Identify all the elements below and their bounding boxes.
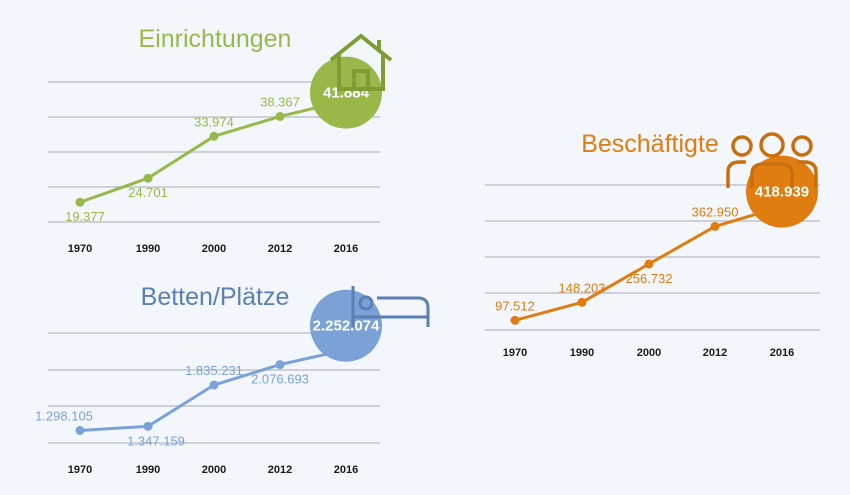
data-point <box>143 173 153 183</box>
x-tick-label: 2016 <box>334 243 358 255</box>
data-label: 2.076.693 <box>251 372 309 387</box>
x-axis-ticks: 1970 1990 2000 2012 2016 <box>503 347 794 359</box>
data-label: 1.298.105 <box>35 408 93 423</box>
chart-title-einrichtungen: Einrichtungen <box>139 25 292 53</box>
chart-beschaeftigte: Beschäftigte 97.512 148.203 256.732 362.950… <box>485 130 820 359</box>
data-label: 38.367 <box>260 94 300 109</box>
x-tick-label: 2012 <box>268 464 292 476</box>
data-point <box>644 259 654 269</box>
x-tick-label: 1990 <box>136 464 160 476</box>
data-label-highlight: 418.939 <box>755 184 809 201</box>
x-tick-label: 2000 <box>637 347 661 359</box>
x-tick-label: 2000 <box>202 243 226 255</box>
x-tick-label: 1970 <box>68 464 92 476</box>
chart-einrichtungen: Einrichtungen 19.37724.70133.97438.36741… <box>48 25 393 255</box>
data-point <box>577 297 587 307</box>
data-label: 33.974 <box>194 114 234 129</box>
data-labels: 97.512 148.203 256.732 362.950 418.939 <box>495 184 809 314</box>
series-line <box>79 348 347 432</box>
data-point <box>75 197 85 207</box>
data-label: 97.512 <box>495 298 535 313</box>
x-tick-label: 2012 <box>703 347 727 359</box>
x-tick-label: 1990 <box>570 347 594 359</box>
data-point <box>209 380 219 390</box>
chart-title-betten: Betten/Plätze <box>141 283 290 311</box>
x-tick-label: 2016 <box>770 347 794 359</box>
x-tick-label: 2000 <box>202 464 226 476</box>
data-points <box>510 155 818 325</box>
data-point <box>209 131 219 141</box>
highlight-bubble <box>310 56 382 129</box>
data-label: 1.835.231 <box>185 363 243 378</box>
data-point <box>275 360 285 370</box>
x-tick-label: 1970 <box>503 347 527 359</box>
data-point <box>710 221 720 231</box>
x-tick-label: 1990 <box>136 243 160 255</box>
data-label: 256.732 <box>626 271 673 286</box>
data-label: 148.203 <box>559 280 606 295</box>
data-labels: 1.298.105 1.347.159 1.835.231 2.076.693 2.25… <box>35 318 380 449</box>
chart-title-beschaeftigte: Beschäftigte <box>581 130 719 158</box>
data-label-highlight: 2.252.074 <box>313 318 380 335</box>
data-point <box>510 315 520 325</box>
data-label: 362.950 <box>692 204 739 219</box>
bed-icon <box>351 286 430 327</box>
people-group-icon <box>726 132 818 188</box>
x-tick-label: 2012 <box>268 243 292 255</box>
x-axis-ticks: 1970 1990 2000 2012 2016 <box>68 464 358 476</box>
highlight-bubble <box>746 155 818 228</box>
data-points <box>75 56 382 207</box>
data-label: 19.377 <box>65 209 105 224</box>
x-tick-label: 2016 <box>334 464 358 476</box>
x-axis-ticks: 1970 1990 2000 2012 2016 <box>68 243 358 255</box>
data-point <box>75 425 85 435</box>
data-label: 24.701 <box>128 185 168 200</box>
data-point <box>143 421 153 431</box>
data-point <box>275 111 285 121</box>
data-label: 1.347.159 <box>127 433 185 448</box>
house-icon <box>329 33 393 91</box>
x-tick-label: 1970 <box>68 243 92 255</box>
chart-betten-plaetze: Betten/Plätze 1.298.105 1.347.159 1.835.23… <box>35 283 430 476</box>
